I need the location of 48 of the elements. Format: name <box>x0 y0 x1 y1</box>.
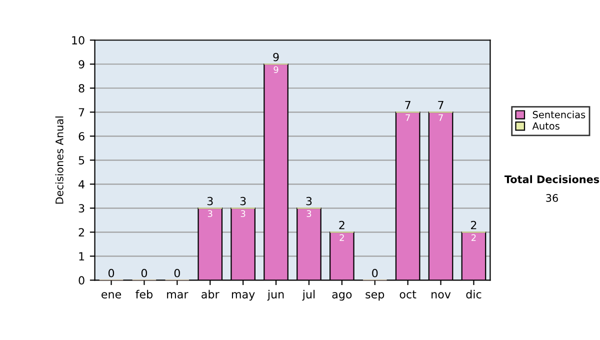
total-label: 3 <box>306 196 312 206</box>
x-tick-label: mar <box>167 292 188 298</box>
y-tick-label: 0 <box>78 276 84 285</box>
x-tick-label: may <box>232 292 255 301</box>
data-label: 3 <box>208 210 212 218</box>
x-tick-label: jun <box>267 290 284 301</box>
total-label: 2 <box>339 220 344 230</box>
y-tick-label: 5 <box>78 156 84 165</box>
y-axis-title: Decisiones Anual <box>55 116 64 204</box>
x-tick-label: abr <box>202 290 220 298</box>
total-label: 2 <box>471 220 476 230</box>
x-tick-label: jul <box>302 290 315 301</box>
total-label: 0 <box>108 268 114 278</box>
x-tick-label: oct <box>400 290 416 298</box>
text: 36 <box>546 194 558 202</box>
total-label: 3 <box>240 196 246 206</box>
x-tick-label: sep <box>366 292 384 301</box>
legend-label: Autos <box>532 122 560 130</box>
legend-label: Sentencias <box>532 110 586 118</box>
x-tick-label: ene <box>102 292 122 298</box>
data-label: 7 <box>438 114 443 121</box>
y-tick-label: 10 <box>72 36 84 44</box>
text: Total Decisiones <box>504 175 600 184</box>
x-tick-label: nov <box>432 292 451 298</box>
data-label: 2 <box>340 234 344 241</box>
y-tick-label: 3 <box>78 204 84 213</box>
y-tick-label: 1 <box>79 252 84 260</box>
total-label: 7 <box>405 101 410 110</box>
y-tick-label: 8 <box>78 84 84 93</box>
data-label: 2 <box>472 234 476 241</box>
data-label: 3 <box>240 210 246 218</box>
total-label: 9 <box>273 52 279 62</box>
y-tick-label: 4 <box>78 180 84 188</box>
y-tick-label: 7 <box>78 108 84 116</box>
total-label: 0 <box>141 268 148 278</box>
x-tick-label: feb <box>136 290 153 298</box>
data-label: 9 <box>274 66 278 74</box>
data-label: 3 <box>306 210 312 218</box>
total-label: 0 <box>174 268 180 278</box>
y-tick-label: 2 <box>78 228 84 236</box>
total-label: 0 <box>372 268 378 278</box>
y-tick-label: 9 <box>78 60 84 69</box>
total-label: 7 <box>438 101 444 110</box>
total-label: 3 <box>207 196 213 206</box>
data-label: 7 <box>406 114 410 121</box>
x-tick-label: ago <box>332 292 352 301</box>
x-tick-label: dic <box>466 290 482 298</box>
y-tick-label: 6 <box>78 132 84 141</box>
